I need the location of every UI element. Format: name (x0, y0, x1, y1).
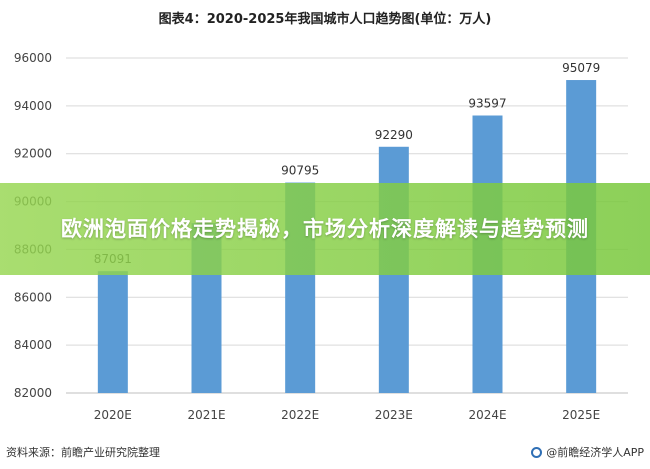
y-tick-label: 92000 (14, 147, 52, 161)
x-tick-label: 2020E (94, 408, 132, 422)
data-label: 90795 (281, 164, 319, 178)
x-axis-ticks: 2020E 2021E 2022E 2023E 2024E 2025E (94, 408, 600, 422)
headline-text: 欧洲泡面价格走势揭秘，市场分析深度解读与趋势预测 (61, 217, 589, 241)
source-note: 资料来源：前瞻产业研究院整理 (6, 446, 160, 459)
x-tick-label: 2021E (187, 408, 225, 422)
bar-2020E (97, 271, 128, 393)
y-tick-label: 84000 (14, 338, 52, 352)
brand-logo-icon (531, 446, 543, 458)
chart-title: 图表4：2020-2025年我国城市人口趋势图(单位：万人) (158, 12, 492, 27)
x-tick-label: 2023E (375, 408, 413, 422)
brand-text: @前瞻经济学人APP (546, 446, 644, 459)
headline-banner: 欧洲泡面价格走势揭秘，市场分析深度解读与趋势预测 (0, 183, 650, 275)
data-label: 93597 (468, 97, 506, 111)
x-tick-label: 2022E (281, 408, 319, 422)
data-label: 95079 (562, 61, 600, 75)
x-tick-label: 2025E (562, 408, 600, 422)
brand-credit: @前瞻经济学人APP (531, 444, 644, 460)
data-labels: 8709190795922909359795079 (94, 61, 601, 266)
y-tick-label: 94000 (14, 99, 52, 113)
y-tick-label: 86000 (14, 290, 52, 304)
y-tick-label: 96000 (14, 51, 52, 65)
x-tick-label: 2024E (468, 408, 506, 422)
y-tick-label: 82000 (14, 386, 52, 400)
data-label: 92290 (375, 128, 413, 142)
